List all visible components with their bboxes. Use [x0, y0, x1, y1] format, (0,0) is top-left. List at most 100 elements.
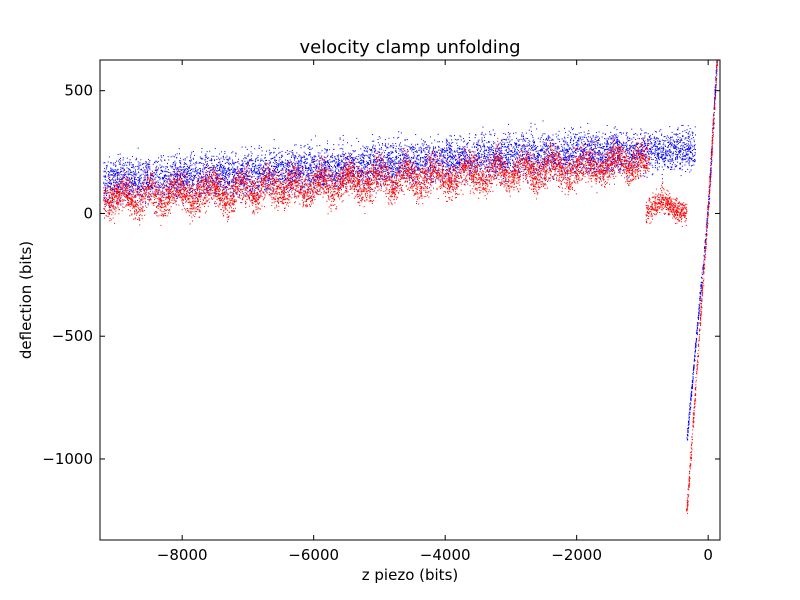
data-point: [307, 172, 309, 174]
data-point: [603, 169, 605, 171]
data-point: [246, 163, 248, 165]
data-point: [268, 178, 270, 180]
data-point: [646, 151, 648, 153]
data-point: [587, 133, 589, 135]
data-point: [259, 181, 261, 183]
data-point: [448, 145, 450, 147]
data-point: [395, 167, 397, 169]
data-point: [130, 190, 132, 192]
data-point: [474, 137, 476, 139]
data-point: [417, 175, 419, 177]
data-point: [677, 127, 679, 129]
data-point: [124, 164, 126, 166]
data-point: [483, 143, 485, 145]
data-point: [136, 165, 138, 167]
data-point: [376, 160, 378, 162]
data-point: [314, 186, 316, 188]
data-point: [451, 166, 453, 168]
data-point: [307, 168, 309, 170]
data-point: [213, 183, 215, 185]
data-point: [666, 152, 668, 154]
data-point: [140, 177, 142, 179]
data-point: [214, 178, 216, 180]
data-point: [384, 166, 386, 168]
data-point: [525, 154, 527, 156]
data-point: [311, 159, 313, 161]
data-point: [463, 159, 465, 160]
data-point: [463, 158, 465, 160]
data-point: [114, 179, 116, 181]
data-point: [345, 167, 347, 169]
data-point: [112, 197, 114, 199]
data-point: [418, 155, 420, 157]
data-point: [185, 181, 187, 183]
data-point: [146, 179, 148, 181]
data-point: [244, 173, 246, 174]
data-point: [224, 151, 226, 153]
data-point: [475, 154, 477, 156]
data-point: [115, 165, 117, 167]
data-point: [562, 166, 564, 168]
data-point: [445, 138, 447, 140]
data-point: [224, 178, 226, 180]
data-point: [444, 154, 446, 156]
data-point: [659, 142, 661, 144]
data-point: [542, 149, 544, 151]
data-point: [315, 166, 317, 168]
data-point: [683, 154, 685, 156]
data-point: [596, 140, 598, 142]
data-point: [219, 180, 221, 182]
data-point: [547, 136, 549, 138]
data-point: [516, 142, 518, 144]
data-point: [590, 148, 592, 150]
data-point: [456, 142, 458, 144]
data-point: [444, 157, 446, 158]
data-point: [107, 182, 109, 184]
data-point: [154, 182, 156, 184]
data-point: [223, 171, 225, 173]
data-point: [330, 174, 332, 176]
data-point: [257, 155, 259, 157]
data-point: [477, 162, 479, 164]
data-point: [402, 154, 404, 156]
data-point: [554, 173, 556, 175]
data-point: [231, 187, 233, 189]
data-point: [507, 156, 509, 158]
data-point: [216, 164, 218, 166]
data-point: [231, 172, 233, 174]
data-point: [691, 144, 693, 146]
data-point: [471, 163, 473, 165]
data-point: [445, 142, 447, 144]
data-point: [226, 171, 228, 173]
data-point: [175, 172, 177, 174]
data-point: [110, 179, 112, 181]
data-point: [146, 175, 148, 177]
data-point: [110, 168, 112, 170]
data-point: [507, 163, 509, 165]
data-point: [547, 148, 549, 150]
data-point: [203, 168, 205, 170]
data-point: [297, 163, 299, 165]
data-point: [606, 153, 608, 155]
data-point: [210, 159, 212, 161]
data-point: [632, 161, 634, 163]
data-point: [196, 170, 198, 172]
data-point: [129, 186, 131, 188]
data-point: [138, 172, 140, 174]
data-point: [514, 152, 516, 154]
data-point: [673, 145, 675, 147]
data-point: [520, 149, 522, 151]
data-point: [510, 150, 512, 152]
data-point: [176, 177, 178, 179]
data-point: [658, 143, 660, 145]
data-point: [688, 140, 690, 142]
data-point: [229, 163, 231, 165]
data-point: [629, 139, 631, 141]
data-point: [273, 156, 275, 158]
data-point: [126, 177, 128, 179]
data-point: [193, 177, 195, 179]
data-point: [645, 145, 647, 147]
data-point: [339, 178, 341, 180]
data-point: [103, 175, 105, 177]
data-point: [480, 148, 482, 150]
